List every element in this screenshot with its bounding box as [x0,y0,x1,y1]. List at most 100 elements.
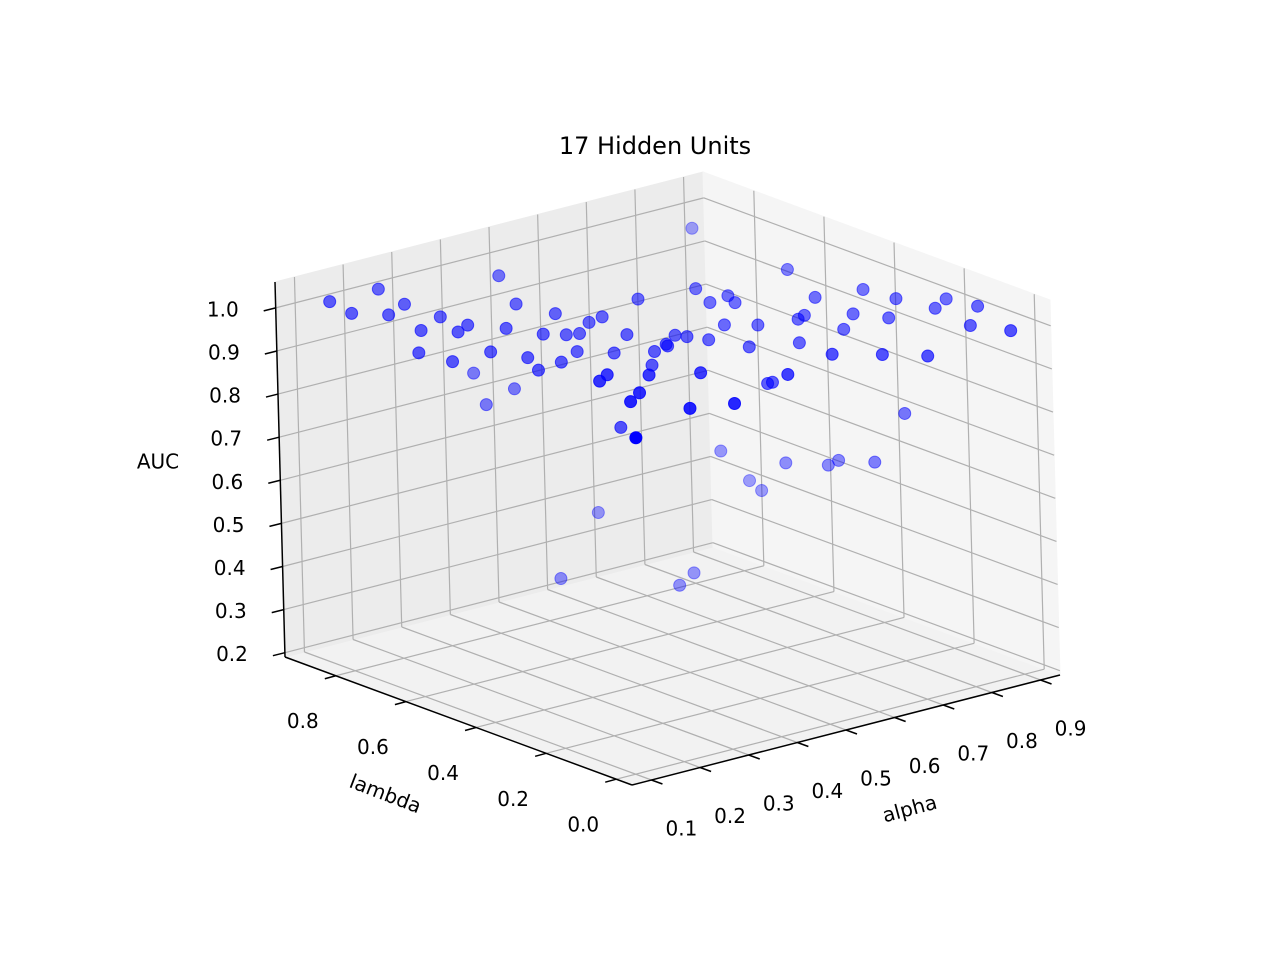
tick-mark [272,651,286,657]
data-point [345,306,359,320]
x-tick-label: 0.5 [860,767,892,791]
x-tick-label: 0.8 [1006,729,1038,753]
y-tick-label: 0.2 [497,787,529,811]
data-point [856,283,870,297]
data-point [446,355,460,369]
grid-line [401,626,749,756]
tick-mark [845,729,858,735]
data-point [742,340,756,354]
axis-line [274,281,286,658]
grid-line [708,369,1056,499]
data-point [687,566,701,580]
data-point [536,327,550,341]
data-point [614,420,628,434]
z-axis-label: AUC [137,450,179,474]
data-point [689,282,703,296]
grid-line [710,455,1058,586]
grid-line [585,201,597,578]
tick-mark [324,675,337,680]
data-point [728,296,742,310]
data-point [371,282,385,296]
grid-line [963,268,975,644]
data-point [591,506,605,520]
z-tick-label: 0.9 [208,340,240,364]
data-point [868,455,882,469]
data-point [631,292,645,306]
tick-mark [464,726,477,732]
data-point [412,346,426,360]
data-point [323,295,337,309]
x-tick-label: 0.4 [811,779,843,803]
data-point [717,318,731,332]
data-point [928,301,942,315]
data-point [499,321,513,335]
z-tick-label: 1.0 [207,297,239,321]
data-point [624,395,638,409]
grid-line [693,551,1041,681]
data-point [963,318,977,332]
x-tick-label: 0.3 [763,792,795,816]
x-axis-label: alpha [880,790,940,828]
data-point [673,578,687,592]
tick-mark [263,307,276,312]
x-tick-label: 0.2 [714,804,746,828]
tick-mark [1040,679,1052,685]
tick-mark [534,752,547,758]
data-point [846,307,860,321]
grid-line [634,189,646,565]
grid-line [644,563,993,694]
z-tick-label: 0.3 [215,599,247,623]
data-point [484,345,498,359]
grid-line [405,591,835,703]
data-point [451,325,465,339]
data-point [559,328,573,342]
tick-mark [943,704,955,710]
data-point [779,456,793,470]
data-point [781,367,795,381]
tick-mark [605,778,617,783]
tick-mark [264,350,278,355]
grid-line [709,412,1057,542]
data-point [875,348,889,362]
z-tick-label: 0.8 [209,384,241,408]
grid-line [616,668,1045,780]
data-point [825,347,839,361]
data-point [792,336,806,350]
grid-line [475,616,905,729]
data-point [889,292,903,306]
tick-mark [991,691,1004,698]
data-point [694,366,708,380]
data-point [703,295,717,309]
grid-line [705,283,1054,413]
tick-mark [748,754,760,760]
tick-mark [797,741,809,748]
side-pane [702,171,1061,676]
data-point [683,401,697,415]
data-point [685,221,699,235]
axis-line [284,656,633,786]
data-point [780,263,794,277]
y-tick-label: 0.4 [427,761,459,785]
data-point [509,297,523,311]
grid-line [352,638,701,769]
data-point [668,328,682,342]
data-point [648,344,662,358]
z-tick-label: 0.6 [211,470,243,494]
grid-line [450,613,798,744]
tick-mark [699,766,712,773]
data-point [629,431,643,445]
tick-mark [266,436,280,441]
grid-line [293,276,306,653]
grid-line [537,214,549,590]
grid-line [596,576,944,706]
grid-line [488,226,500,603]
data-point [797,308,811,322]
data-point [461,318,475,332]
grid-line [704,240,1053,370]
data-point [751,318,765,332]
tick-mark [270,565,283,571]
data-point [755,484,769,498]
data-point [633,386,647,400]
data-point [382,308,396,322]
